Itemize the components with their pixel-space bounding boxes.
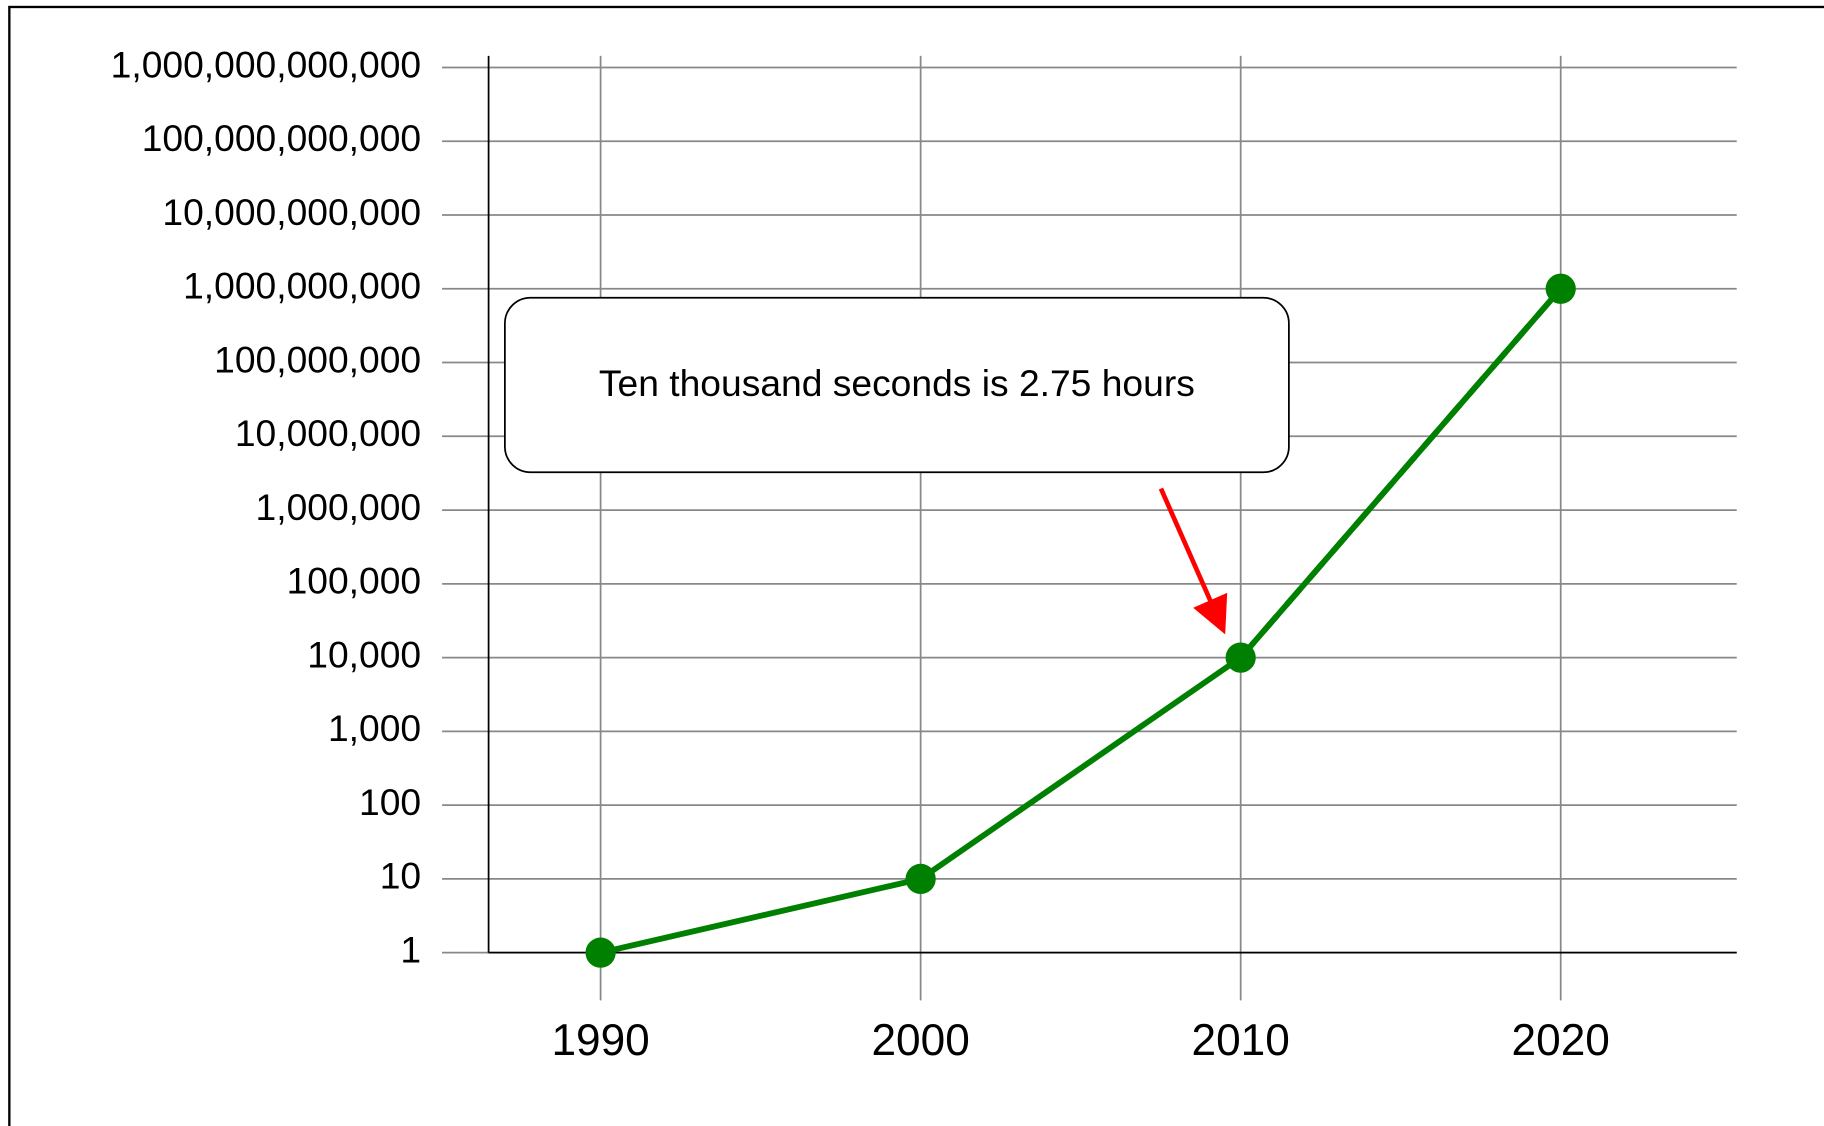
- y-tick-label: 1,000,000: [256, 486, 422, 528]
- x-tick-label: 2010: [1192, 1016, 1290, 1065]
- annotation-box: [503, 296, 1290, 474]
- frame: [8, 5, 1824, 1126]
- y-tick-label: 1: [400, 929, 421, 971]
- annotation-text: Ten thousand seconds is 2.75 hours: [599, 362, 1195, 404]
- y-tick-label: 1,000,000,000,000: [111, 43, 421, 85]
- point: [1545, 273, 1576, 304]
- y-tick-label: 1,000: [328, 707, 421, 749]
- y-tick-label: 100: [359, 781, 421, 823]
- x-tick-label: 2020: [1512, 1016, 1610, 1065]
- y-tick-label: 10,000: [307, 633, 421, 675]
- x-tick-label: 2000: [871, 1016, 969, 1065]
- line: [1238, 286, 1563, 660]
- y-tick-label: 100,000,000: [214, 338, 421, 380]
- y-tick-label: 10: [380, 855, 421, 897]
- y-tick-label: 100,000,000,000: [142, 117, 421, 159]
- y-tick-label: 100,000: [287, 560, 422, 602]
- point: [1225, 642, 1256, 673]
- point: [585, 937, 616, 968]
- y-tick-label: 10,000,000,000: [162, 191, 421, 233]
- y-tick-label: 1,000,000,000: [183, 265, 421, 307]
- point: [905, 863, 936, 895]
- annotation-arrow: [1158, 487, 1228, 635]
- y-tick-label: 10,000,000: [235, 412, 421, 454]
- line: [599, 286, 1563, 956]
- x-tick-label: 1990: [551, 1016, 649, 1065]
